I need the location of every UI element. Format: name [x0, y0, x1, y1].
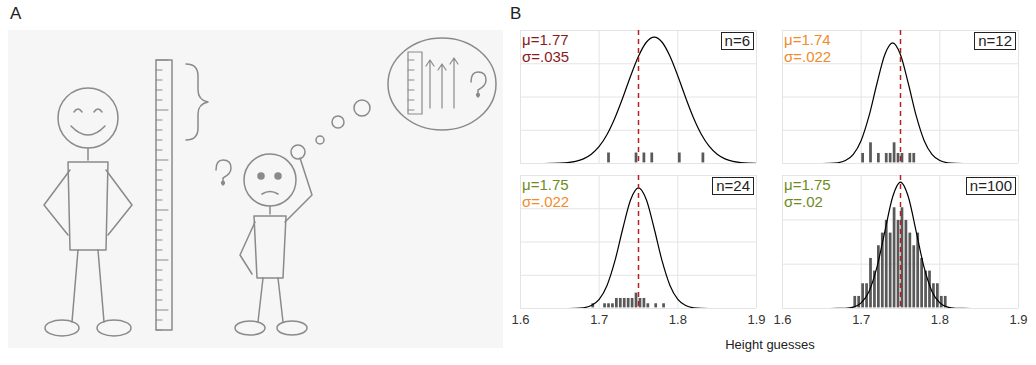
html-text:n=24: n=24	[716, 177, 750, 194]
html-text:μ=1.75: μ=1.75	[784, 176, 831, 193]
svg-text:1.8: 1.8	[669, 312, 687, 327]
html-text:n=12: n=12	[978, 32, 1012, 49]
html-text:A: A	[10, 4, 22, 23]
html-text:μ=1.77: μ=1.77	[522, 31, 569, 48]
html-text:σ=.022: σ=.022	[522, 193, 570, 210]
html-text:n=6: n=6	[724, 32, 750, 49]
svg-text:1.8: 1.8	[931, 312, 949, 327]
html-text:σ=.02: σ=.02	[784, 193, 823, 210]
svg-text:1.7: 1.7	[852, 312, 870, 327]
html-text:μ=1.74: μ=1.74	[784, 31, 831, 48]
svg-text:1.9: 1.9	[1009, 312, 1027, 327]
svg-text:1.6: 1.6	[511, 312, 529, 327]
html-text:Height guesses: Height guesses	[725, 337, 815, 352]
html-text:μ=1.75: μ=1.75	[522, 176, 569, 193]
html-text:n=100: n=100	[969, 177, 1012, 194]
svg-text:1.7: 1.7	[590, 312, 608, 327]
html-text:σ=.022: σ=.022	[784, 48, 832, 65]
svg-text:1.9: 1.9	[747, 312, 765, 327]
svg-text:1.6: 1.6	[773, 312, 791, 327]
html-text:σ=.035: σ=.035	[522, 48, 570, 65]
html-text:B: B	[510, 4, 522, 23]
